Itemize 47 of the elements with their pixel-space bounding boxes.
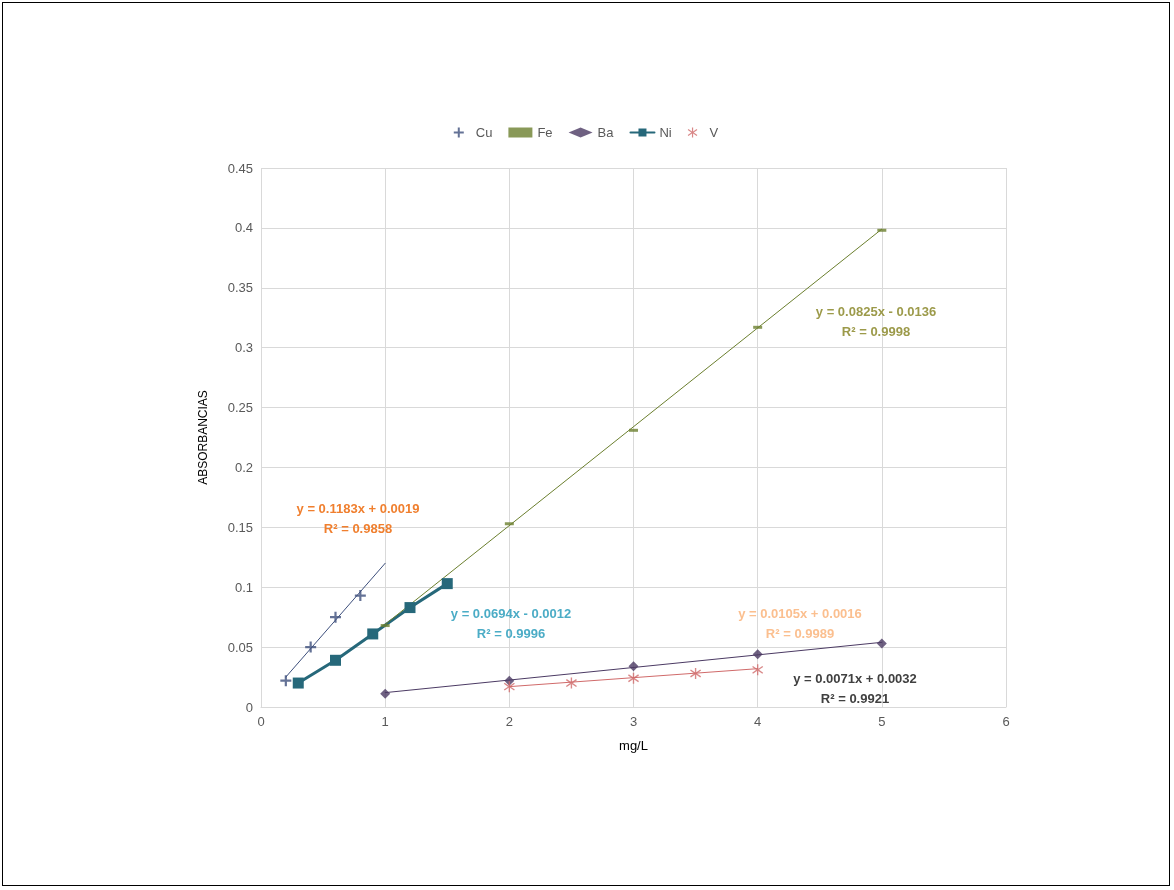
y-tick-label: 0.15 bbox=[227, 519, 253, 535]
point bbox=[565, 677, 577, 689]
legend-label: Cu bbox=[475, 125, 493, 140]
y-tick-label: 0.4 bbox=[234, 220, 253, 236]
point bbox=[628, 661, 639, 672]
y-axis-title: ABSORBANCIAS bbox=[196, 390, 210, 485]
annotation: y = 0.0694x - 0.0012 R² = 0.9996 bbox=[450, 605, 572, 641]
y-tick-label: 0.05 bbox=[227, 639, 253, 655]
point bbox=[330, 611, 341, 623]
point bbox=[503, 681, 515, 693]
point bbox=[441, 578, 453, 590]
point bbox=[628, 672, 639, 684]
point bbox=[752, 649, 763, 660]
x-tick-label: 0 bbox=[257, 714, 265, 729]
point bbox=[690, 667, 702, 679]
y-tick-label: 0.25 bbox=[227, 400, 253, 416]
annotation: y = 0.0071x + 0.0032 R² = 0.9921 bbox=[793, 670, 917, 706]
legend-label: Ba bbox=[597, 125, 615, 140]
legend-label: Ni bbox=[659, 125, 672, 140]
y-tick-label: 0.1 bbox=[234, 579, 253, 595]
legend-label: Fe bbox=[537, 125, 553, 140]
x-axis-title: mg/L bbox=[619, 738, 648, 753]
point bbox=[380, 688, 391, 699]
y-tick-label: 0.35 bbox=[227, 280, 253, 296]
annotation: y = 0.1183x + 0.0019 R² = 0.9858 bbox=[296, 500, 420, 536]
x-tick-label: 4 bbox=[754, 714, 762, 729]
point bbox=[354, 590, 366, 602]
y-tick-label: 0 bbox=[245, 699, 253, 715]
y-tick-label: 0.3 bbox=[234, 340, 253, 356]
point bbox=[752, 664, 764, 676]
point bbox=[330, 654, 341, 666]
x-tick-label: 5 bbox=[878, 714, 886, 729]
point bbox=[305, 641, 317, 653]
point bbox=[292, 677, 304, 689]
point bbox=[367, 628, 379, 640]
x-tick-label: 1 bbox=[381, 714, 389, 729]
x-tick-label: 3 bbox=[629, 714, 638, 729]
annotation: y = 0.0825x - 0.0136 R² = 0.9998 bbox=[815, 303, 937, 339]
point bbox=[280, 675, 292, 687]
point bbox=[876, 638, 887, 649]
legend-label: V bbox=[709, 125, 719, 140]
x-tick-label: 6 bbox=[1002, 714, 1010, 729]
y-tick-label: 0.2 bbox=[234, 459, 253, 475]
y-tick-label: 0.45 bbox=[227, 160, 253, 176]
x-tick-label: 2 bbox=[505, 714, 513, 729]
point bbox=[404, 602, 416, 614]
annotation: y = 0.0105x + 0.0016 R² = 0.9989 bbox=[738, 605, 862, 641]
